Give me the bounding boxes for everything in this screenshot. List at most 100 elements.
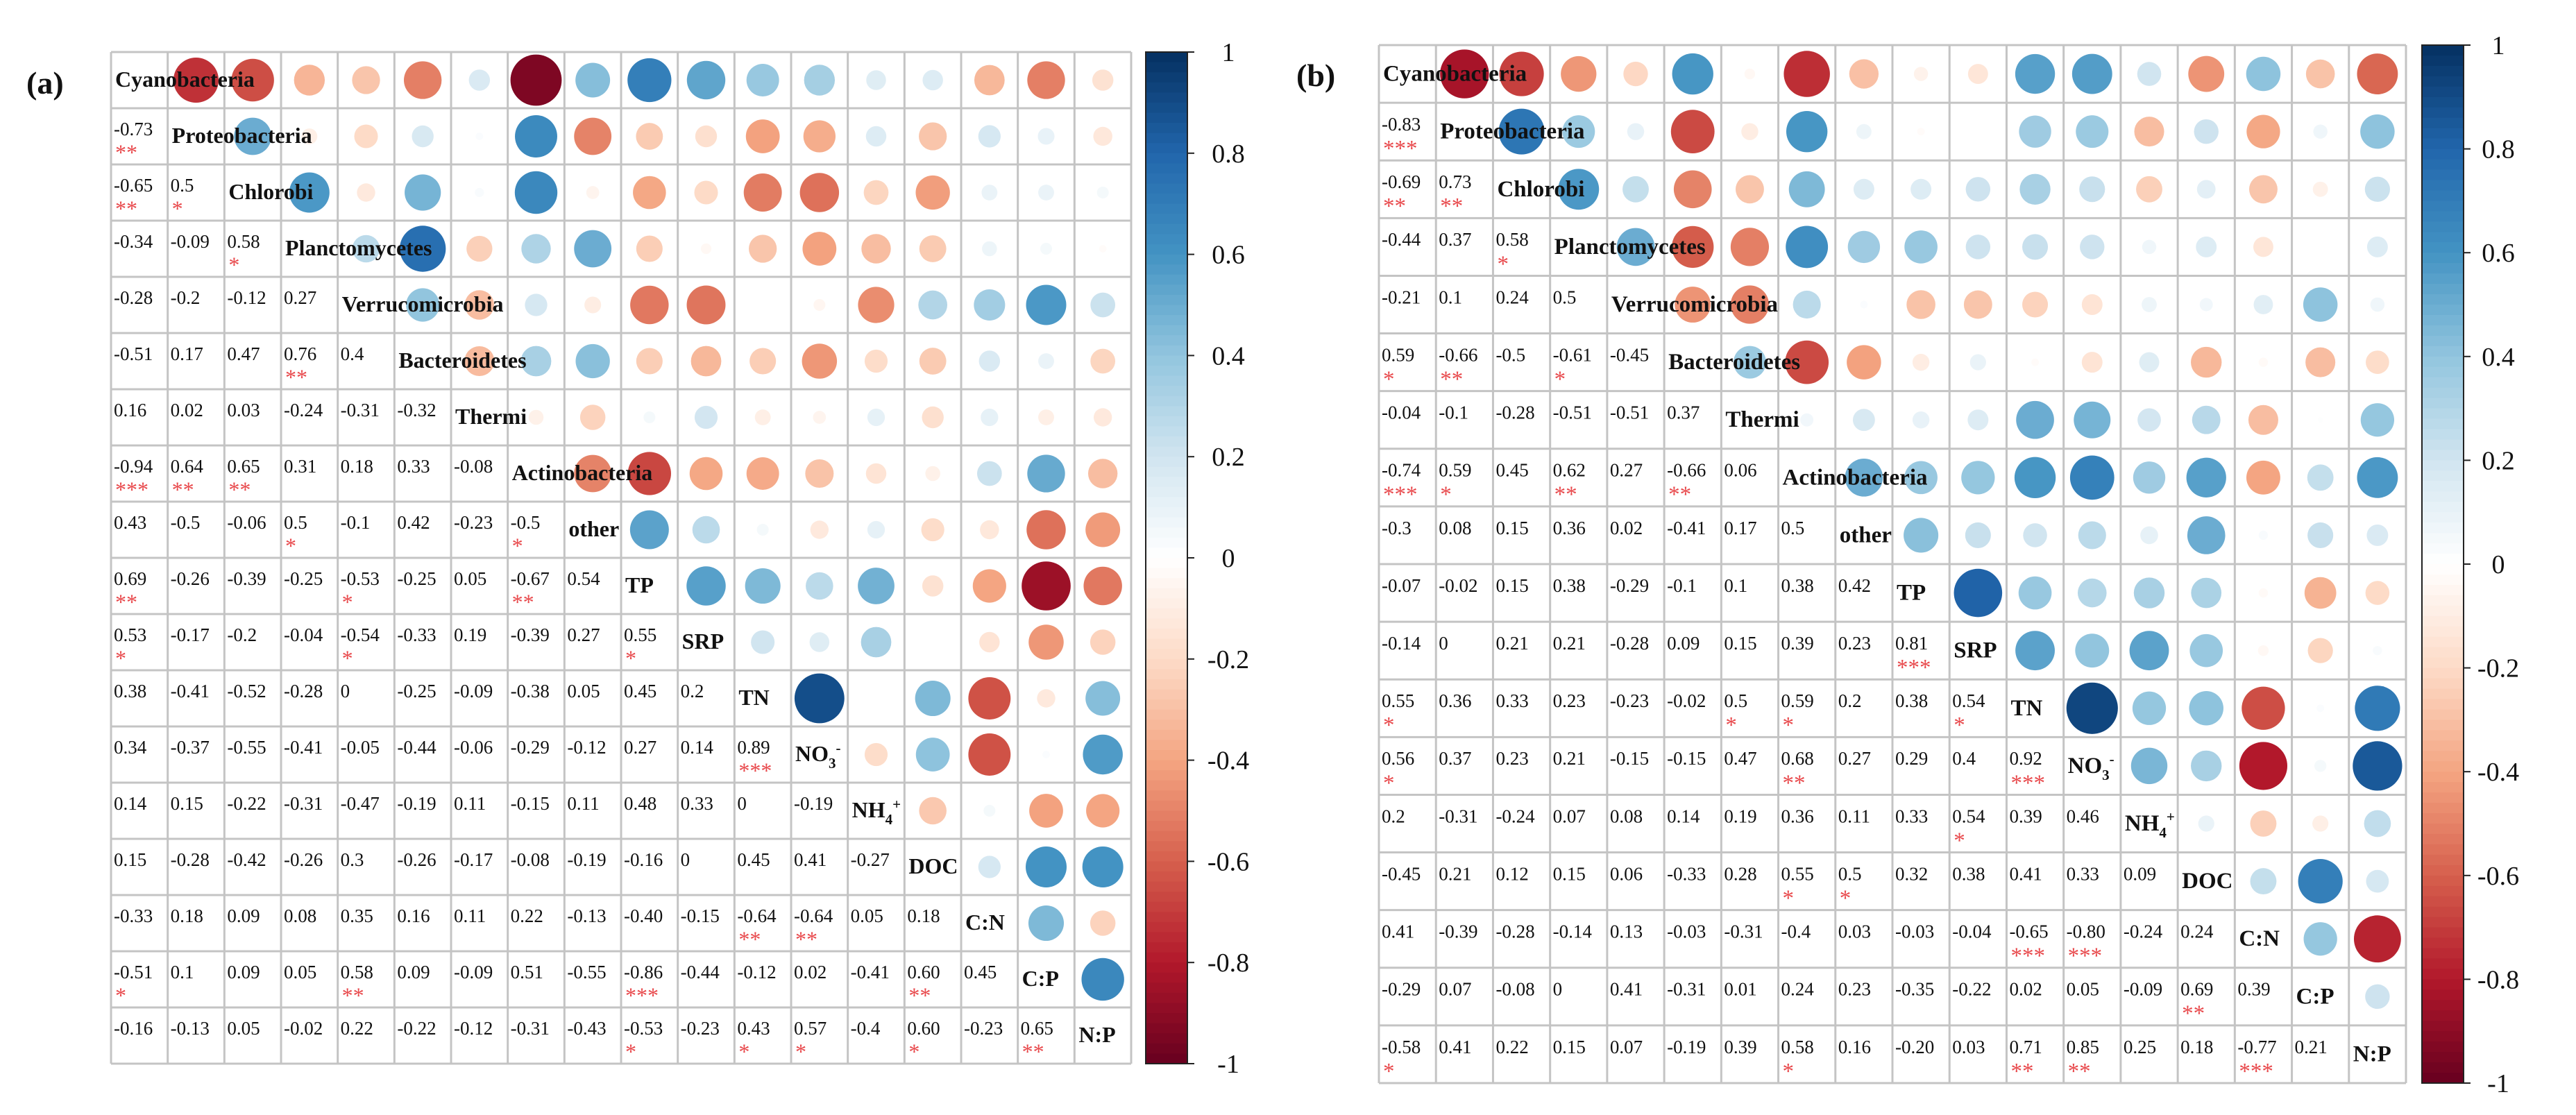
corr-value-bacteroidetes-cyanobacteria: -0.51 [114,343,153,364]
corr-circle-tp-c-p [1022,561,1071,611]
corr-value-srp-chlorobi: 0.21 [1495,633,1528,654]
colorbar-segment [2422,211,2464,223]
colorbar-tick-label: -1 [1217,1050,1239,1079]
corr-circle-planctomycetes-srp [1965,235,1991,259]
corr-circle-tp-doc [922,575,944,597]
corr-circle-chlorobi-doc [915,175,950,210]
colorbar-segment [2422,398,2464,409]
corr-circle-other-no3 [2078,521,2106,550]
corr-value-srp-cyanobacteria: 0.53 [114,624,146,645]
colorbar-tick-label: -0.2 [1208,645,1249,674]
colorbar-segment [2422,356,2464,368]
significance-stars: * [285,534,296,559]
corr-value-c-n-cyanobacteria: -0.33 [114,905,153,926]
corr-circle-verrucomicrobia-bacteroidetes [406,288,440,322]
significance-stars: ** [1668,482,1691,507]
colorbar-tick-label: 1 [1222,38,1235,67]
corr-value-c-p-tp: -0.86 [624,962,663,982]
significance-stars: ** [908,983,931,1008]
corr-circle-actinobacteria-c-n [2246,460,2280,495]
corr-circle-tp-no3 [806,572,833,600]
colorbar-segment [2422,502,2464,513]
corr-value-n-p-srp: -0.23 [681,1018,720,1039]
colorbar-tick-label: 0.6 [1212,241,1245,270]
corr-circle-thermi-actinobacteria [1800,413,1814,427]
corr-value-n-p-tp: -0.20 [1895,1037,1934,1057]
corr-value-nh4-no3: 0.46 [2067,806,2099,826]
corr-value-no3-other: 0.27 [1838,748,1871,769]
variable-label-base: Planctomycetes [285,235,432,260]
colorbar-segment [2422,1073,2464,1084]
corr-circle-tn-n-p [2355,686,2400,731]
colorbar-segment [1146,1023,1187,1035]
corr-value-n-p-doc: 0.60 [907,1018,940,1039]
corr-value-nh4-thermi: 0.11 [454,793,486,814]
significance-stars: * [1383,367,1395,392]
corr-value-n-p-verrucomicrobia: 0.22 [341,1018,373,1039]
corr-circle-verrucomicrobia-c-p [1026,284,1067,325]
colorbar-segment [2422,740,2464,752]
colorbar-segment [1146,790,1187,801]
correlation-matrix-b: -0.83***-0.69**0.73**-0.44 0.37 0.58*-0.21… [1378,44,2407,1084]
variable-label-chlorobi: Chlorobi [228,179,313,204]
corr-value-nh4-srp: 0.33 [681,793,713,814]
corr-circle-proteobacteria-planctomycetes [1562,115,1595,148]
variable-label-tp: TP [625,572,654,597]
corr-circle-actinobacteria-doc [2186,457,2226,497]
corr-circle-doc-c-n [978,856,1001,878]
significance-stars: ** [1022,1039,1044,1064]
variable-label-base: other [1840,522,1892,547]
corr-circle-thermi-n-p [1093,408,1112,427]
corr-circle-thermi-tp [1912,411,1930,429]
colorbar-segment [2422,564,2464,575]
corr-value-no3-bacteroidetes: -0.44 [397,737,437,758]
corr-value-tn-chlorobi: -0.52 [227,681,266,701]
significance-stars: * [1783,886,1795,911]
colorbar-segment [1146,629,1187,640]
corr-circle-tn-c-p [1037,689,1056,708]
corr-value-c-p-verrucomicrobia: 0.41 [1610,979,1643,1000]
corr-circle-thermi-no3 [2074,401,2111,439]
corr-circle-tn-n-p [1085,681,1121,716]
colorbar-segment [1146,720,1187,731]
corr-circle-cyanobacteria-thermi [1744,68,1756,80]
colorbar-segment [2422,833,2464,845]
colorbar-tick-label: 0.2 [1212,443,1245,472]
corr-circle-proteobacteria-c-n [2246,114,2280,148]
variable-label-base: NH [852,797,886,822]
corr-value-srp-verrucomicrobia: -0.28 [1610,633,1649,654]
corr-value-tn-srp: 0.2 [681,681,704,701]
colorbar-segment [1146,223,1187,235]
corr-circle-bacteroidetes-c-n [978,350,1001,372]
corr-value-nh4-bacteroidetes: -0.19 [397,793,436,814]
variable-label-base: Bacteroidetes [398,348,526,373]
colorbar-segment [1146,497,1187,508]
corr-value-n-p-other: -0.43 [567,1018,606,1039]
significance-stars: * [1497,252,1509,277]
colorbar-segment [2422,180,2464,191]
corr-circle-proteobacteria-chlorobi [234,117,272,155]
corr-circle-cyanobacteria-srp [686,60,726,100]
corr-circle-tp-tn [2018,576,2052,610]
corr-value-srp-planctomycetes: -0.04 [284,624,323,645]
corr-circle-other-tp [629,510,669,550]
corr-value-c-n-actinobacteria: 0.22 [511,905,543,926]
colorbar-segment [2422,512,2464,523]
corr-value-c-n-srp: -0.15 [681,905,720,926]
significance-stars: ** [795,927,817,952]
corr-value-n-p-verrucomicrobia: 0.07 [1610,1037,1643,1057]
corr-value-c-n-bacteroidetes: 0.16 [397,905,430,926]
corr-value-srp-proteobacteria: 0 [1439,633,1448,654]
corr-circle-nh4-c-n [2250,810,2277,837]
corr-value-tn-planctomycetes: -0.28 [284,681,323,701]
colorbar-tick-label: 0.4 [2482,343,2515,372]
colorbar-segment [2422,242,2464,253]
corr-circle-planctomycetes-bacteroidetes [399,225,446,272]
corr-value-c-p-cyanobacteria: -0.29 [1382,979,1421,1000]
corr-circle-verrucomicrobia-nh4 [2142,297,2157,312]
colorbar-segment [2422,107,2464,119]
significance-stars: ** [2068,1059,2091,1084]
corr-circle-nh4-doc [2198,815,2214,832]
variable-label-base: Chlorobi [228,179,313,204]
corr-value-nh4-proteobacteria: 0.15 [171,793,203,814]
